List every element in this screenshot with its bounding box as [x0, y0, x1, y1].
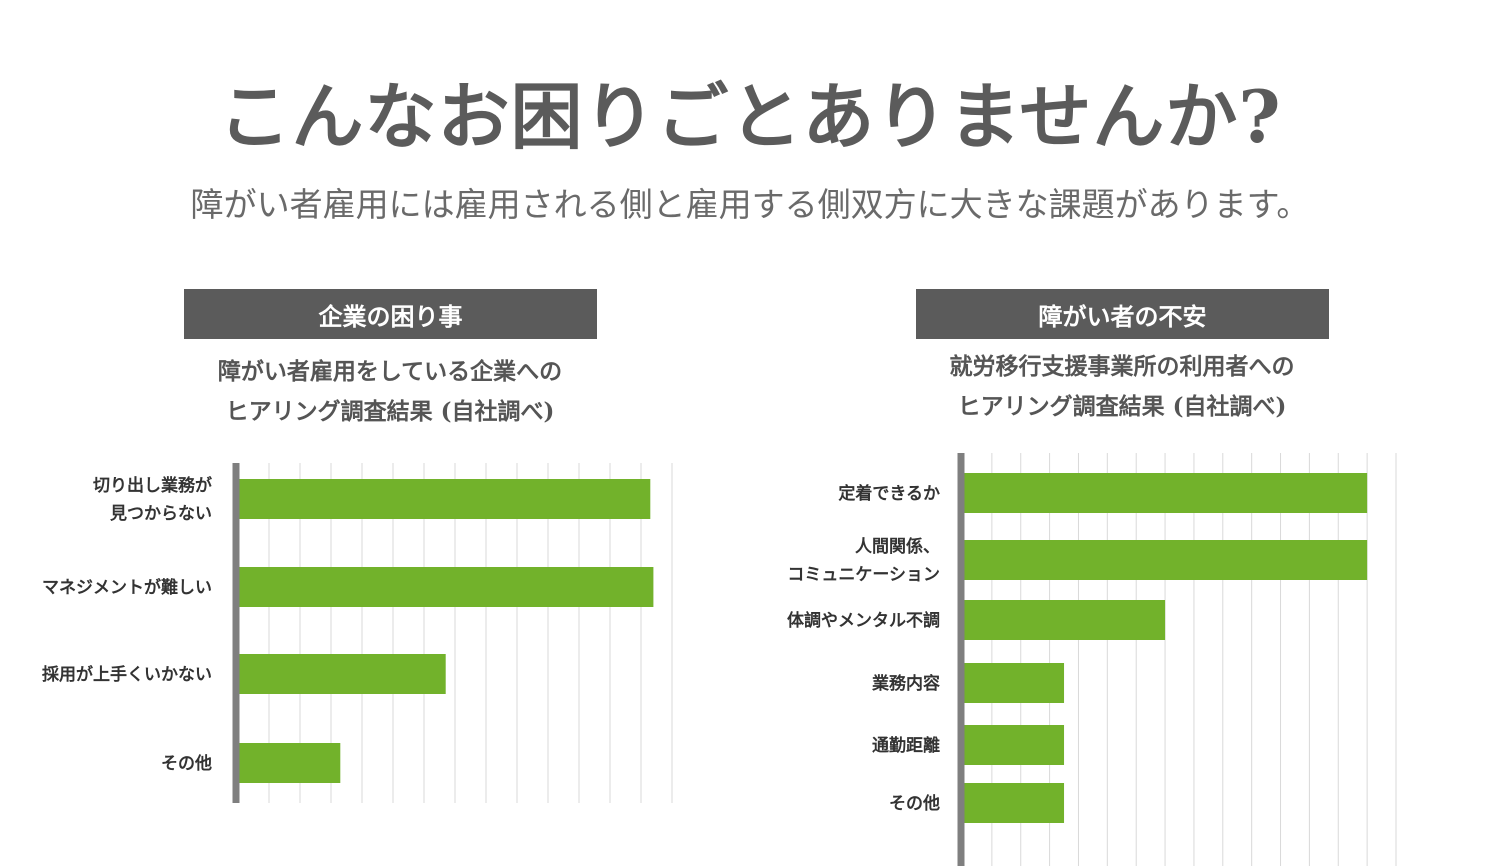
- right-category-label-6: その他: [889, 793, 940, 814]
- page-title: こんなお困りごとありませんか?: [218, 74, 1282, 159]
- left-category-label-1: 切り出し業務が見つからない: [93, 475, 212, 524]
- left-caption-line-2: ヒアリング調査結果 (自社調べ): [225, 398, 555, 425]
- right-panel-header: 障がい者の不安: [916, 289, 1329, 339]
- right-panel-caption: 就労移行支援事業所の利用者への ヒアリング調査結果 (自社調べ): [872, 347, 1372, 427]
- right-bar-5: [963, 725, 1065, 765]
- right-category-label-3: 体調やメンタル不調: [787, 610, 940, 631]
- left-panel-caption: 障がい者雇用をしている企業への ヒアリング調査結果 (自社調べ): [140, 352, 640, 432]
- right-bar-3: [963, 600, 1166, 640]
- right-bar-4: [963, 663, 1065, 703]
- left-bar-2: [238, 567, 654, 607]
- left-category-label-3: 採用が上手くいかない: [42, 664, 212, 685]
- right-category-label-1: 定着できるか: [838, 483, 940, 504]
- right-caption-line-2: ヒアリング調査結果 (自社調べ): [957, 393, 1287, 420]
- right-bar-2: [963, 540, 1368, 580]
- left-caption-line-1: 障がい者雇用をしている企業への: [217, 358, 563, 385]
- right-category-label-4: 業務内容: [872, 673, 940, 694]
- left-bar-3: [238, 654, 446, 694]
- page-subtitle: 障がい者雇用には雇用される側と雇用する側双方に大きな課題があります。: [190, 185, 1310, 224]
- right-category-label-2: 人間関係、コミュニケーション: [787, 536, 940, 585]
- right-category-label-5: 通勤距離: [872, 735, 940, 756]
- left-bar-4: [238, 743, 341, 783]
- right-bar-6: [963, 783, 1065, 823]
- left-category-label-2: マネジメントが難しい: [42, 577, 212, 598]
- right-bar-1: [963, 473, 1368, 513]
- left-bar-chart: 切り出し業務が見つからないマネジメントが難しい 採用が上手くいかないその他: [0, 455, 700, 810]
- right-bar-chart: 定着できるか人間関係、コミュニケーション体調やメンタル不調業務内容通勤距離その他: [700, 445, 1500, 866]
- right-caption-line-1: 就労移行支援事業所の利用者への: [949, 353, 1295, 380]
- left-bar-1: [238, 479, 651, 519]
- left-panel-header: 企業の困り事: [184, 289, 597, 339]
- left-category-label-4: その他: [161, 753, 212, 774]
